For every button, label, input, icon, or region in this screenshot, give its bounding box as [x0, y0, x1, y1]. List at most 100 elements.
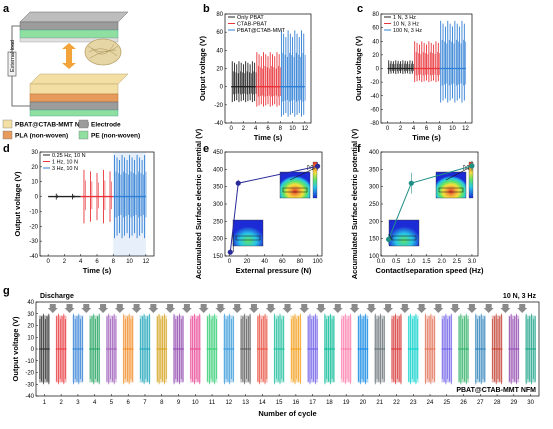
x-tick-label-e-5: 100 [313, 259, 324, 265]
x-tick-label-g-13: 13 [242, 400, 249, 406]
y-tick-label-d-4: 0 [35, 195, 39, 201]
y-tick-label-e-2: 250 [213, 219, 224, 225]
cycle-block-13 [240, 313, 251, 385]
discharge-arrow-22 [399, 304, 410, 313]
device-outline-high-e [282, 187, 308, 193]
series-c-2 [439, 20, 467, 103]
data-point-f-1 [408, 180, 414, 186]
x-tick-label-e-3: 60 [279, 259, 286, 265]
discharge-arrow-24 [433, 304, 444, 313]
field-map-low-f [388, 219, 420, 247]
x-tick-label-b-2: 4 [254, 126, 258, 132]
cycle-block-22 [391, 313, 402, 385]
legend-label-c-1: 10 N, 3 Hz [393, 22, 419, 28]
cycle-block-24 [424, 313, 436, 385]
discharge-label: Discharge [40, 293, 74, 300]
discharge-arrow-19 [349, 304, 360, 313]
compression-arrow [62, 43, 76, 69]
x-tick-label-b-3: 6 [266, 126, 270, 132]
x-tick-label-f-1: 0.5 [392, 259, 401, 265]
cycle-block-29 [508, 313, 520, 385]
discharge-arrow-3 [81, 304, 92, 313]
x-tick-label-g-7: 7 [143, 400, 147, 406]
colorbar-f [468, 161, 474, 199]
x-tick-label-d-1: 2 [63, 259, 67, 265]
external-load-label: External load [10, 40, 16, 72]
panel-a: a External load PBAT@CTAB-MMT NFM Electro… [2, 3, 140, 140]
x-tick-label-g-30: 30 [527, 400, 534, 406]
y-axis-label-b: Output voltage (V) [198, 36, 207, 101]
series-d-2 [113, 152, 147, 256]
top-electrode [19, 21, 119, 31]
x-tick-label-g-10: 10 [192, 400, 199, 406]
y-tick-label-b-2: 0 [220, 85, 224, 91]
discharge-arrow-1 [47, 304, 58, 313]
y-tick-label-g-7: 30 [27, 312, 34, 318]
x-tick-label-g-27: 27 [477, 400, 484, 406]
legend-label-2: PLA (non-woven) [15, 133, 68, 140]
top-pe-layer [19, 29, 119, 39]
field-map-high-e [279, 171, 311, 199]
x-tick-label-d-0: 0 [46, 259, 50, 265]
cycle-block-28 [491, 313, 503, 385]
colorbar-unit-f: [V] [463, 165, 470, 171]
discharge-arrow-9 [181, 304, 192, 313]
panel-letter-a: a [3, 3, 10, 15]
x-axis-label-d: Time (s) [83, 266, 112, 275]
material-label-g: PBAT@CTAB-MMT NFM [456, 387, 536, 394]
x-tick-label-g-28: 28 [494, 400, 501, 406]
x-tick-label-g-23: 23 [410, 400, 417, 406]
cycle-block-15 [273, 313, 285, 385]
x-tick-label-e-1: 20 [244, 259, 251, 265]
callout-high-f [445, 167, 470, 181]
legend-label-1: Electrode [91, 122, 121, 129]
x-tick-label-g-19: 19 [343, 400, 350, 406]
series-b-1 [255, 52, 281, 107]
y-tick-label-c-3: -20 [370, 80, 379, 86]
nfm-top-face [29, 73, 129, 85]
cycle-block-25 [441, 313, 453, 385]
y-tick-label-c-7: 60 [372, 26, 379, 32]
cycle-block-10 [189, 313, 201, 385]
data-point-f-2 [469, 163, 475, 169]
bottom-pe-layer [29, 109, 119, 117]
x-tick-label-d-4: 8 [112, 259, 116, 265]
x-tick-label-b-1: 2 [242, 126, 246, 132]
y-tick-label-f-1: 150 [369, 237, 380, 243]
y-tick-label-c-8: 80 [372, 12, 379, 18]
legend-label-b-0: Only PBAT [237, 15, 264, 21]
y-tick-label-g-5: 10 [27, 335, 34, 341]
y-tick-label-d-6: 20 [31, 165, 38, 171]
legend-swatch-0 [2, 119, 13, 129]
x-tick-label-f-6: 3.0 [468, 259, 477, 265]
y-tick-label-d-2: -20 [29, 224, 38, 230]
legend-label-3: PE (non-woven) [91, 133, 140, 140]
series-d-1 [80, 169, 114, 224]
data-point-e-0 [227, 249, 233, 255]
cycle-block-17 [307, 313, 319, 385]
panel-letter-b: b [203, 3, 210, 15]
discharge-arrow-29 [517, 304, 528, 313]
bottom-electrode [29, 101, 119, 111]
cycle-block-26 [458, 313, 469, 385]
discharge-arrow-8 [165, 304, 176, 313]
top-stack [19, 11, 129, 43]
x-tick-label-g-15: 15 [276, 400, 283, 406]
x-tick-label-g-5: 5 [110, 400, 114, 406]
x-tick-label-b-6: 12 [302, 126, 309, 132]
series-c-1 [413, 41, 441, 83]
cycle-block-6 [122, 313, 134, 385]
discharge-arrow-2 [64, 304, 75, 313]
x-axis-label-b: Time (s) [254, 133, 283, 142]
x-tick-label-g-22: 22 [393, 400, 400, 406]
y-tick-label-b-3: 20 [216, 67, 223, 73]
discharge-arrow-26 [466, 304, 477, 313]
y-tick-label-c-0: -80 [370, 121, 379, 127]
x-tick-label-c-0: 0 [386, 126, 390, 132]
field-map-low-e [232, 219, 264, 247]
y-tick-label-d-3: -10 [29, 209, 38, 215]
y-tick-label-c-2: -40 [370, 94, 379, 100]
y-tick-label-b-6: 80 [216, 12, 223, 18]
x-tick-label-d-3: 6 [95, 259, 99, 265]
